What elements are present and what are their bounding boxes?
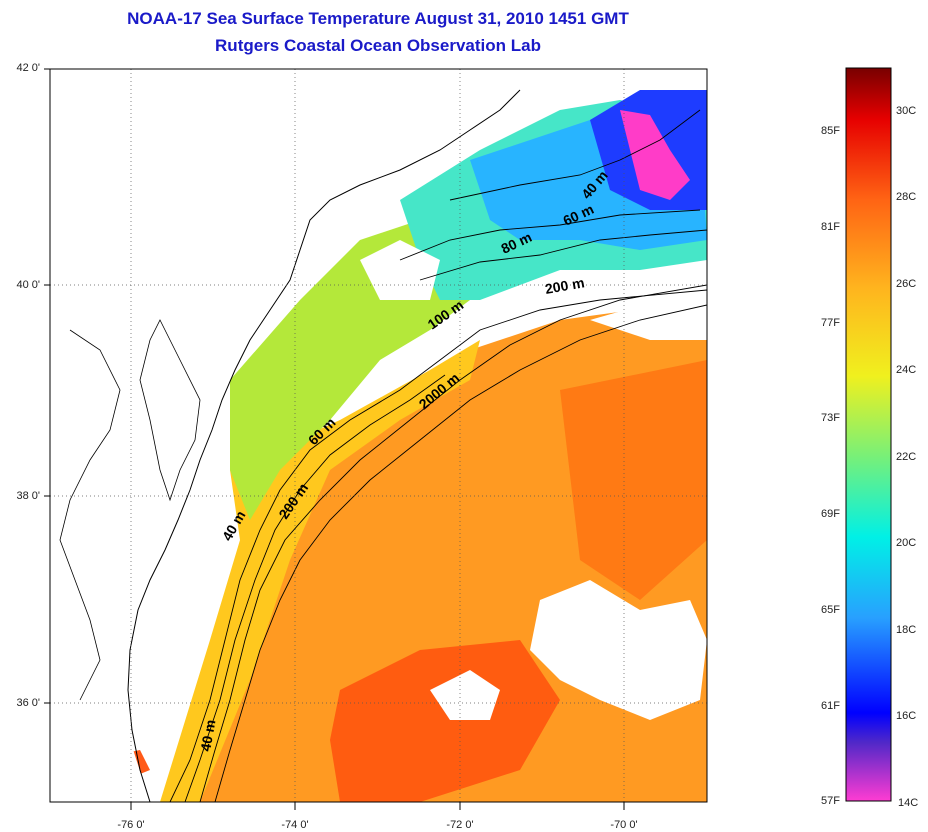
lat-label: 38 0' [16,490,40,502]
colorbar-f-label: 57F [821,795,840,807]
colorbar-f-label: 73F [821,412,840,424]
land-mask [50,69,520,802]
graticule [50,69,707,802]
colorbar-f-label: 77F [821,317,840,329]
colorbar-c-label: 14C [898,797,919,809]
map-frame [49,68,708,803]
colorbar [845,67,892,802]
lat-label: 42 0' [16,62,40,74]
colorbar-c-label: 24C [896,364,917,376]
colorbar-f-label: 69F [821,508,840,520]
isobath-label: 200 m [544,274,586,297]
cloud-gap-shelf [360,240,440,300]
coldest-patch [620,110,690,200]
map-subtitle: Rutgers Coastal Ocean Observation Lab [215,36,541,55]
colorbar-c-label: 22C [896,451,917,463]
colorbar-c-label: 26C [896,278,917,290]
colorbar-c-label: 28C [896,191,917,203]
bay-outline-2 [59,329,121,701]
coastline [127,89,521,802]
colorbar-c-label: 20C [896,537,917,549]
warm-eddy-south [330,640,560,802]
warm-core [560,360,707,600]
isobath-label: 40 m [197,718,218,752]
cloud-gap-south [430,670,500,720]
sst-field [50,69,707,802]
lon-label: -70 0' [610,819,638,831]
lat-label: 36 0' [16,697,40,709]
lon-label: -76 0' [117,819,145,831]
colorbar-c-label: 16C [896,710,917,722]
map-title: NOAA-17 Sea Surface Temperature August 3… [127,9,629,28]
cloud-gap-east [530,580,707,720]
lon-label: -74 0' [281,819,309,831]
lon-label: -72 0' [446,819,474,831]
bay-outline [139,319,201,502]
lat-label: 40 0' [16,279,40,291]
slope-water [160,340,480,802]
colorbar-f-label: 61F [821,700,840,712]
cloud-gap-shelfbreak [590,300,707,340]
colorbar-f-label: 81F [821,221,840,233]
colorbar-f-label: 85F [821,125,840,137]
colorbar-c-label: 30C [896,105,917,117]
isobath-lines [169,109,707,802]
colorbar-f-label: 65F [821,604,840,616]
colorbar-c-label: 18C [896,624,917,636]
